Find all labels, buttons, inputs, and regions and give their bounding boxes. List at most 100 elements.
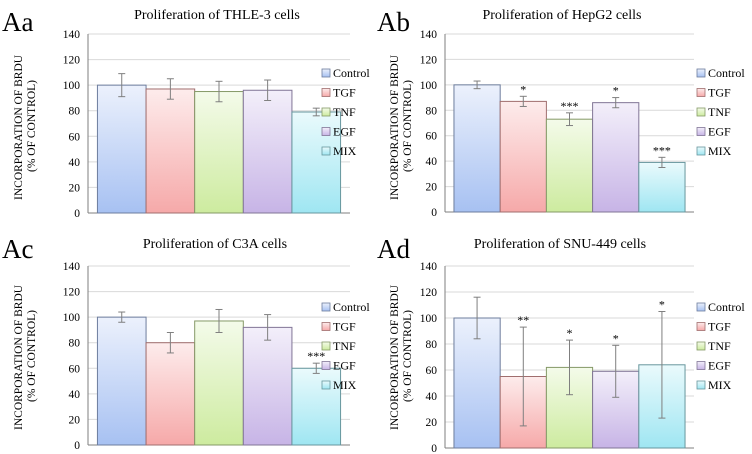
bar-egf xyxy=(242,326,293,446)
y-tick-label: 20 xyxy=(69,182,81,194)
y-tick-label: 60 xyxy=(426,131,438,143)
panel-label: Ac xyxy=(2,234,33,264)
y-tick-label: 60 xyxy=(426,365,438,377)
y-tick-label: 60 xyxy=(69,131,81,143)
y-axis-label: INCORPORATION OF BRDU (% OF CONTROL) xyxy=(389,282,414,430)
bar-tnf xyxy=(545,118,594,213)
y-tick-label: 60 xyxy=(69,363,81,375)
legend: Control TGF TNF EGF MIX xyxy=(321,300,370,392)
legend-swatch-tnf xyxy=(696,107,706,117)
y-tick-label: 20 xyxy=(69,414,81,426)
legend-swatch-egf xyxy=(696,361,706,370)
y-tick-label: 100 xyxy=(420,313,438,325)
y-axis-label: INCORPORATION OF BRDU (% OF CONTROL) xyxy=(13,282,38,430)
legend-swatch-mix xyxy=(321,146,331,156)
legend-swatch-control xyxy=(321,302,331,312)
y-tick-label: 0 xyxy=(431,207,437,219)
significance-marker: * xyxy=(520,82,526,96)
bar-egf xyxy=(242,89,293,214)
panel-label: Aa xyxy=(2,7,33,37)
bar-tnf xyxy=(194,91,244,214)
y-tick-label: 100 xyxy=(420,80,438,92)
significance-marker: *** xyxy=(561,99,579,113)
significance-marker: * xyxy=(567,326,573,340)
y-tick-label: 0 xyxy=(431,443,437,454)
bar-egf xyxy=(592,102,640,213)
y-tick-label: 40 xyxy=(69,157,81,169)
y-tick-label: 100 xyxy=(63,80,81,92)
panel-aa: Aa Proliferation of THLE-3 cells INCORPO… xyxy=(2,7,370,220)
y-tick-label: 0 xyxy=(74,208,80,220)
legend-label-tnf: TNF xyxy=(333,339,356,353)
legend-label-mix: MIX xyxy=(708,378,732,392)
y-tick-label: 40 xyxy=(426,156,438,168)
legend-swatch-control xyxy=(696,302,706,312)
panel-ad: Ad Proliferation of SNU-449 cells INCORP… xyxy=(377,234,745,454)
y-tick-label: 80 xyxy=(69,106,81,118)
bar-control xyxy=(96,84,147,214)
significance-marker: *** xyxy=(653,143,671,157)
legend-label-control: Control xyxy=(333,300,370,314)
legend-swatch-mix xyxy=(321,380,331,390)
legend-swatch-mix xyxy=(696,380,706,390)
legend-label-egf: EGF xyxy=(708,125,731,139)
legend-swatch-control xyxy=(321,68,331,78)
legend-swatch-tnf xyxy=(696,341,706,351)
significance-marker: * xyxy=(613,84,619,98)
panel-ab: Ab Proliferation of HepG2 cells INCORPOR… xyxy=(377,7,745,219)
legend-swatch-tgf xyxy=(696,88,706,97)
legend-label-tnf: TNF xyxy=(333,105,356,119)
y-tick-label: 0 xyxy=(74,440,80,452)
plot-area: 0 20 40 60 80 100 120 140 xyxy=(63,29,350,220)
bar-mix xyxy=(638,161,686,213)
legend-swatch-egf xyxy=(321,127,331,136)
legend-swatch-tgf xyxy=(321,88,331,97)
y-tick-label: 140 xyxy=(420,261,438,273)
legend-label-control: Control xyxy=(708,300,745,314)
y-tick-label: 100 xyxy=(63,312,81,324)
legend-swatch-tnf xyxy=(321,341,331,351)
bar-mix xyxy=(291,111,342,214)
bar-control xyxy=(96,316,147,446)
chart-title: Proliferation of C3A cells xyxy=(143,237,287,252)
legend-label-mix: MIX xyxy=(333,144,357,158)
legend-label-egf: EGF xyxy=(708,359,731,373)
y-tick-label: 140 xyxy=(420,29,438,41)
panel-label: Ad xyxy=(377,234,410,264)
y-tick-label: 80 xyxy=(69,338,81,350)
legend-label-control: Control xyxy=(333,66,370,80)
panel-label: Ab xyxy=(377,7,410,37)
y-tick-label: 80 xyxy=(426,105,438,117)
y-tick-label: 140 xyxy=(63,29,81,41)
y-tick-label: 140 xyxy=(63,261,81,273)
y-tick-label: 120 xyxy=(63,55,81,67)
significance-marker: * xyxy=(659,298,665,312)
legend-swatch-control xyxy=(696,68,706,78)
legend: Control TGF TNF EGF MIX xyxy=(696,66,745,158)
chart-title: Proliferation of HepG2 cells xyxy=(482,8,641,23)
legend-label-control: Control xyxy=(708,66,745,80)
bar-control xyxy=(453,84,501,213)
bar-control xyxy=(453,317,501,449)
legend-label-tnf: TNF xyxy=(708,105,731,119)
chart-title: Proliferation of THLE-3 cells xyxy=(134,8,300,23)
bar-tgf xyxy=(145,88,196,214)
y-tick-label: 20 xyxy=(426,417,438,429)
legend: Control TGF TNF EGF MIX xyxy=(696,300,745,392)
significance-marker: ** xyxy=(517,313,529,327)
legend-swatch-mix xyxy=(696,146,706,156)
significance-marker: * xyxy=(613,331,619,345)
legend-swatch-egf xyxy=(696,127,706,136)
legend-swatch-tnf xyxy=(321,107,331,117)
y-tick-label: 120 xyxy=(420,287,438,299)
legend-swatch-tgf xyxy=(321,322,331,331)
plot-area: 0 20 40 60 80 100 120 140 *** xyxy=(63,261,350,452)
bar-tnf xyxy=(194,320,244,446)
legend-label-egf: EGF xyxy=(333,125,356,139)
legend-label-tgf: TGF xyxy=(333,86,356,100)
legend: Control TGF TNF EGF MIX xyxy=(321,66,370,158)
legend-label-mix: MIX xyxy=(708,144,732,158)
